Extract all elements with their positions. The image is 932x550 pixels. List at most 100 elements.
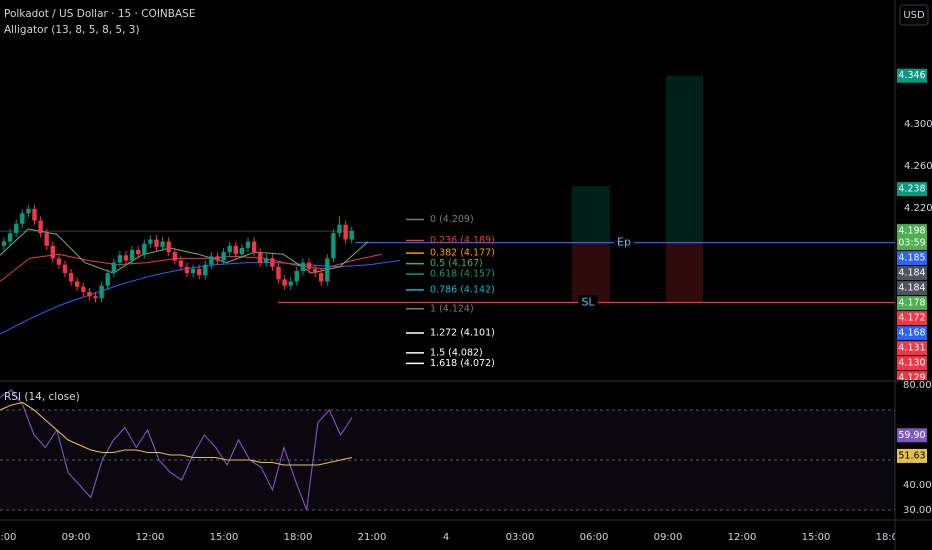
fib-label: 0.786 (4.142) <box>430 284 495 295</box>
price-badge <box>897 371 927 380</box>
candle-body <box>337 224 342 234</box>
price-badge-label: 4.198 <box>898 226 925 237</box>
candle-body <box>117 255 123 263</box>
fib-label: 1 (4.124) <box>430 303 474 314</box>
price-badge <box>897 266 927 281</box>
candle-body <box>105 273 110 286</box>
time-tick-label: 18:00 <box>284 532 313 543</box>
price-badge <box>897 68 927 83</box>
candle-body <box>142 243 147 255</box>
candle-body <box>68 273 74 282</box>
take-profit-zone <box>666 75 703 243</box>
price-tick-label: 4.260 <box>904 161 932 172</box>
candle-body <box>1 241 7 246</box>
price-badge-label: 4.130 <box>898 358 925 369</box>
candle-body <box>123 255 129 261</box>
time-tick-label: 15:00 <box>802 532 831 543</box>
fib-label: 0.5 (4.167) <box>430 258 483 269</box>
candle-body <box>227 245 232 253</box>
currency-button[interactable] <box>899 4 929 26</box>
candle-body <box>343 224 348 240</box>
time-tick-label: 06:00 <box>0 532 16 543</box>
candle-body <box>44 233 49 246</box>
time-axis: 06:00 09:00 12:00 15:00 18:00 21:00 4 03:00 06:0… <box>0 532 905 543</box>
rsi-tick-label: 80.00 <box>903 380 932 391</box>
price-badge-label: 4.184 <box>898 268 925 279</box>
price-badge <box>897 182 927 197</box>
candle-body <box>111 262 116 274</box>
candle-body <box>276 266 281 280</box>
price-badge <box>897 296 927 311</box>
alligator-line <box>0 253 383 282</box>
fib-label: 0 (4.209) <box>430 214 474 225</box>
price-tick-label: 4.220 <box>904 203 932 214</box>
candle-body <box>166 241 171 253</box>
price-tick-label: 4.300 <box>904 119 932 130</box>
take-profit-zone <box>572 185 610 243</box>
time-tick-label: 18:00 <box>876 532 905 543</box>
price-badge <box>897 341 927 356</box>
rsi-line <box>0 389 353 511</box>
rsi-tick-label: 30.00 <box>903 505 932 516</box>
candle-body <box>221 252 226 261</box>
line-label: SL <box>581 296 595 309</box>
time-tick-label: 12:00 <box>136 532 165 543</box>
rsi-ma-line <box>0 401 353 466</box>
rsi-legend: RSI (14, close) <box>4 391 80 403</box>
time-tick-label: 15:00 <box>210 532 239 543</box>
candle-body <box>245 241 251 248</box>
candle-body <box>197 268 202 276</box>
rsi-pane <box>0 389 895 511</box>
currency-label[interactable]: USD <box>903 10 925 21</box>
indicator-legend: Alligator (13, 8, 5, 8, 5, 3) <box>4 24 140 36</box>
candle-body <box>154 239 159 247</box>
candle-body <box>312 268 318 274</box>
price-badge <box>897 224 927 251</box>
candle-body <box>38 220 43 234</box>
candle-body <box>239 247 245 255</box>
line-label-bg <box>578 295 598 310</box>
rsi-badge <box>897 448 927 463</box>
candle-body <box>349 231 354 240</box>
candle-body <box>26 209 31 214</box>
price-badge <box>897 326 927 341</box>
time-tick-label: 03:00 <box>506 532 535 543</box>
countdown-label: 03:59 <box>898 238 925 249</box>
candle-body <box>331 233 336 259</box>
fib-label: 0.618 (4.157) <box>430 269 495 280</box>
line-label-bg <box>614 235 634 250</box>
candle-body <box>184 266 190 274</box>
candle-body <box>190 268 196 274</box>
price-badge <box>897 311 927 326</box>
candle-body <box>87 292 92 297</box>
stop-loss-zone <box>572 242 610 303</box>
candle-body <box>14 223 19 234</box>
fib-label: 1.618 (4.072) <box>430 358 495 369</box>
rsi-tick-label: 40.00 <box>903 480 932 491</box>
candle-body <box>258 252 263 263</box>
candle-body <box>325 258 330 282</box>
candle-body <box>62 264 68 274</box>
fib-label: 1.5 (4.082) <box>430 347 483 358</box>
time-tick-label: 12:00 <box>728 532 757 543</box>
candle-body <box>81 286 86 292</box>
fib-label: 0.236 (4.189) <box>430 235 495 246</box>
price-badge <box>897 281 927 296</box>
candle-body <box>270 258 275 267</box>
candle-body <box>148 239 153 244</box>
fib-label: 1.272 (4.101) <box>430 327 495 338</box>
candle-body <box>50 245 55 259</box>
candle-body <box>32 209 37 221</box>
price-badge-label: 4.184 <box>898 283 925 294</box>
price-badge-label: 4.185 <box>898 253 925 264</box>
candle-body <box>178 260 184 267</box>
candle-body <box>282 279 287 286</box>
candle-body <box>7 233 13 242</box>
time-tick-label: 4 <box>443 532 449 543</box>
stop-loss-zone <box>666 242 703 303</box>
time-tick-label: 09:00 <box>654 532 683 543</box>
